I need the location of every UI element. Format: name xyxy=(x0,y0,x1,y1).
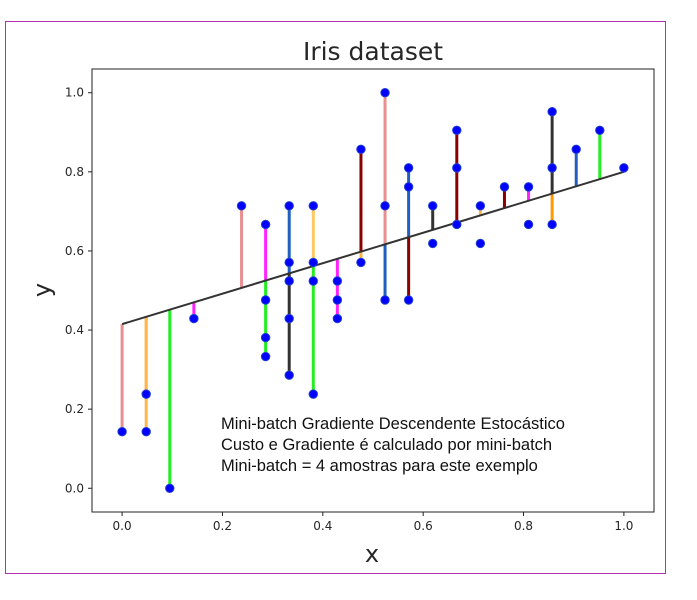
data-point xyxy=(260,351,271,362)
data-point xyxy=(428,238,438,249)
data-point xyxy=(332,313,343,324)
data-point xyxy=(260,295,271,305)
x-axis-ticks: 0.0 0.2 0.4 0.6 0.8 1.0 xyxy=(113,512,633,533)
data-point xyxy=(619,163,629,173)
y-tick-label: 0.0 xyxy=(65,481,84,495)
data-point xyxy=(403,182,414,192)
x-tick-label: 0.8 xyxy=(514,519,533,533)
data-point xyxy=(523,182,534,192)
data-point xyxy=(308,201,318,211)
data-point xyxy=(141,389,151,399)
data-point xyxy=(332,295,343,305)
data-point xyxy=(403,295,414,305)
data-point xyxy=(571,144,581,154)
data-point xyxy=(284,370,294,380)
data-point xyxy=(403,163,414,173)
plot-area xyxy=(91,68,655,513)
data-point xyxy=(260,219,271,230)
data-point xyxy=(141,427,151,437)
x-tick-label: 0.2 xyxy=(213,519,232,533)
data-point xyxy=(475,238,486,249)
annotation-line-1: Mini-batch Gradiente Descendente Estocás… xyxy=(221,415,565,433)
data-point xyxy=(595,125,605,136)
data-point xyxy=(547,219,557,230)
y-tick-label: 0.4 xyxy=(65,323,84,337)
data-points xyxy=(117,88,629,493)
data-point xyxy=(284,313,294,324)
data-point xyxy=(165,483,175,493)
data-point xyxy=(308,257,318,268)
y-axis-label: y xyxy=(28,283,56,297)
data-point xyxy=(475,201,486,211)
data-point xyxy=(452,125,462,136)
y-axis-ticks: 0.0 0.2 0.4 0.6 0.8 1.0 xyxy=(65,86,92,495)
data-point xyxy=(308,389,318,399)
y-tick-label: 0.8 xyxy=(65,165,84,179)
data-point xyxy=(380,201,390,211)
annotation-line-2: Custo e Gradiente é calculado por mini-b… xyxy=(221,436,552,454)
y-tick-label: 0.6 xyxy=(65,244,84,258)
data-point xyxy=(260,332,271,343)
data-point xyxy=(284,257,294,268)
data-point xyxy=(499,182,510,192)
data-point xyxy=(380,295,390,305)
data-point xyxy=(452,219,462,230)
data-point xyxy=(189,313,199,324)
data-point xyxy=(284,201,294,211)
data-point xyxy=(428,201,438,211)
x-tick-label: 0.6 xyxy=(414,519,433,533)
residual-lines xyxy=(120,92,602,489)
y-tick-label: 0.2 xyxy=(65,402,84,416)
data-point xyxy=(308,276,318,286)
data-point xyxy=(332,276,343,286)
data-point xyxy=(236,201,247,211)
chart-title: Iris dataset xyxy=(303,37,443,66)
x-tick-label: 0.4 xyxy=(313,519,332,533)
y-tick-label: 1.0 xyxy=(65,86,84,100)
x-tick-label: 1.0 xyxy=(614,519,633,533)
annotation-line-3: Mini-batch = 4 amostras para este exempl… xyxy=(221,457,538,475)
data-point xyxy=(380,88,390,98)
data-point xyxy=(356,257,366,268)
regression-line-group xyxy=(121,170,625,326)
data-point xyxy=(117,427,127,437)
data-point xyxy=(547,107,557,117)
data-point xyxy=(356,144,366,154)
x-axis-label: x xyxy=(365,540,379,568)
figure-frame xyxy=(5,21,666,574)
data-point xyxy=(523,219,534,230)
data-point xyxy=(452,163,462,173)
annotation-box: Mini-batch Gradiente Descendente Estocás… xyxy=(221,415,565,475)
x-tick-label: 0.0 xyxy=(113,519,132,533)
regression-line xyxy=(121,170,625,326)
data-point xyxy=(284,276,294,286)
data-point xyxy=(547,163,557,173)
